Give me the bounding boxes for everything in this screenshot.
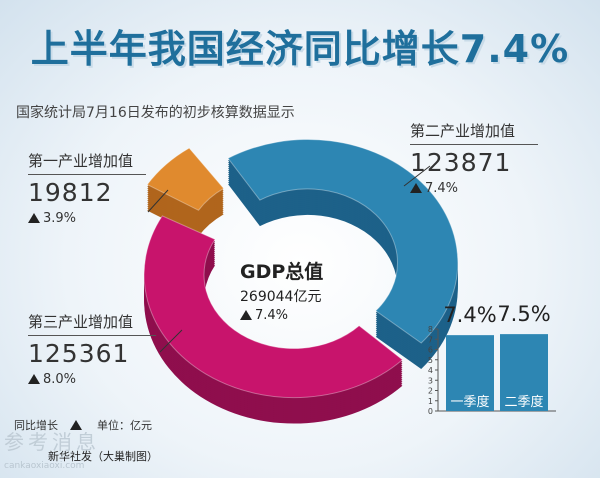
- gdp-total: GDP总值 269044亿元 7.4%: [240, 257, 323, 323]
- donut-side-第一产业增加值: [147, 174, 224, 237]
- tertiary-change-value: 8.0%: [43, 372, 77, 387]
- donut-side-第一产业增加值: [147, 172, 224, 235]
- bar-y-tick-label: 1: [428, 397, 433, 406]
- legend: 同比增长 单位：亿元: [14, 417, 152, 433]
- footer-credit: 新华社发（大巢制图）: [48, 450, 158, 463]
- page-title: 上半年我国经济同比增长7.4%: [30, 27, 570, 71]
- primary-rule: [28, 174, 146, 175]
- primary-change-value: 3.9%: [43, 211, 77, 226]
- secondary-change: 7.4%: [410, 181, 538, 196]
- donut-side-第一产业增加值: [147, 154, 224, 217]
- tertiary-rule: [28, 335, 156, 336]
- gdp-label: GDP总值: [240, 261, 324, 283]
- bar-y-tick-label: 4: [428, 366, 433, 375]
- primary-label: 第一产业增加值: [28, 152, 134, 170]
- up-triangle-icon: [28, 374, 40, 384]
- tertiary-value: 125361: [28, 339, 130, 368]
- bar-category-label: 一季度: [450, 395, 490, 410]
- up-triangle-icon: [28, 213, 40, 223]
- tertiary-change: 8.0%: [28, 372, 156, 387]
- legend-unit: 单位：亿元: [97, 419, 152, 432]
- secondary-change-value: 7.4%: [425, 181, 459, 196]
- donut-side-第一产业增加值: [147, 152, 224, 215]
- bar-value-label: 7.5%: [497, 302, 551, 327]
- primary-industry-block: 第一产业增加值 19812 3.9%: [28, 150, 146, 226]
- donut-side-第一产业增加值: [147, 162, 224, 225]
- bar-y-tick-label: 2: [428, 387, 433, 396]
- leader-line-2: [159, 329, 183, 353]
- donut-side-第一产业增加值: [147, 160, 224, 223]
- up-triangle-icon: [410, 183, 422, 193]
- leader-line-0: [147, 189, 169, 213]
- gdp-change: 7.4%: [240, 308, 323, 323]
- donut-side-第一产业增加值: [147, 156, 224, 219]
- bar-y-tick-label: 6: [428, 346, 433, 355]
- tertiary-industry-block: 第三产业增加值 125361 8.0%: [28, 311, 156, 387]
- legend-growth: 同比增长: [14, 419, 58, 432]
- bar-y-tick-label: 0: [428, 407, 433, 416]
- bar-y-tick-label: 3: [428, 376, 433, 385]
- secondary-industry-block: 第二产业增加值 123871 7.4%: [410, 120, 538, 196]
- bar-category-label: 二季度: [504, 395, 544, 410]
- secondary-rule: [410, 144, 538, 145]
- donut-side-第一产业增加值: [147, 150, 224, 213]
- primary-change: 3.9%: [28, 211, 146, 226]
- bar-y-tick-label: 5: [428, 356, 433, 365]
- donut-side-第一产业增加值: [147, 170, 224, 233]
- gdp-value: 269044亿元: [240, 289, 322, 305]
- donut-side-第一产业增加值: [147, 168, 224, 231]
- watermark-logo: 参考消息: [4, 430, 100, 454]
- subtitle: 国家统计局7月16日发布的初步核算数据显示: [16, 105, 295, 121]
- donut-side-第一产业增加值: [147, 158, 224, 221]
- secondary-label: 第二产业增加值: [410, 122, 516, 140]
- gdp-change-value: 7.4%: [255, 308, 289, 323]
- secondary-value: 123871: [410, 148, 512, 177]
- bar-y-tick-label: 8: [428, 325, 433, 334]
- bar-value-label: 7.4%: [443, 303, 497, 328]
- bar-y-tick-label: 7: [428, 335, 433, 344]
- donut-side-第一产业增加值: [147, 164, 224, 227]
- watermark-url: cankaoxiaoxi.com: [4, 461, 85, 471]
- up-triangle-icon: [69, 420, 82, 430]
- up-triangle-icon: [240, 310, 252, 320]
- primary-value: 19812: [28, 178, 113, 207]
- donut-side-第一产业增加值: [147, 166, 224, 229]
- donut-slice-第一产业增加值: [146, 147, 225, 211]
- tertiary-label: 第三产业增加值: [28, 313, 134, 331]
